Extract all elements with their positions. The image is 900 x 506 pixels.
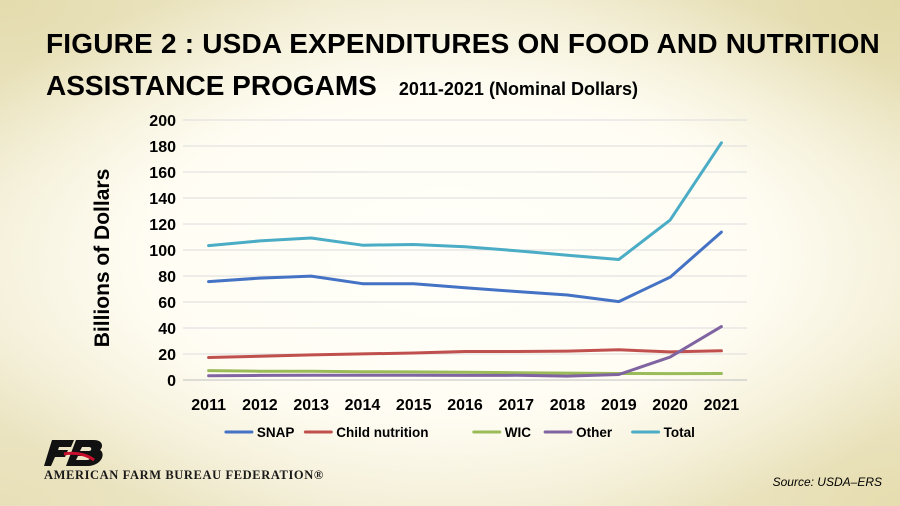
legend-label: WIC	[505, 425, 531, 440]
x-tick-label: 2013	[293, 397, 329, 414]
source-note: Source: USDA–ERS	[772, 475, 882, 489]
chart-title-line2-text: ASSISTANCE PROGAMS	[46, 70, 377, 101]
x-tick-label: 2021	[704, 397, 740, 414]
legend-label: SNAP	[257, 425, 295, 440]
organization-name: AMERICAN FARM BUREAU FEDERATION®	[44, 468, 324, 482]
y-tick-label: 60	[158, 295, 176, 312]
chart-title-line1: FIGURE 2 : USDA EXPENDITURES ON FOOD AND…	[46, 28, 880, 59]
legend-label: Child nutrition	[336, 425, 428, 440]
y-tick-label: 40	[158, 321, 176, 338]
x-tick-label: 2018	[550, 397, 586, 414]
y-tick-label: 180	[149, 139, 176, 156]
legend-label: Other	[576, 425, 613, 440]
series-line-total	[207, 141, 723, 261]
y-tick-label: 120	[149, 217, 176, 234]
x-tick-label: 2012	[242, 397, 278, 414]
series-line-wic	[207, 369, 723, 376]
legend-label: Total	[664, 425, 695, 440]
x-tick-label: 2016	[447, 397, 483, 414]
chart-title-line2: ASSISTANCE PROGAMS 2011-2021 (Nominal Dol…	[46, 70, 638, 102]
y-tick-label: 80	[158, 269, 176, 286]
y-tick-label: 100	[149, 243, 176, 260]
series-line-other	[207, 325, 723, 378]
series-line-child-nutrition	[207, 348, 723, 359]
x-tick-label: 2011	[191, 397, 226, 414]
y-tick-label: 140	[149, 191, 176, 208]
x-tick-label: 2014	[345, 397, 381, 414]
y-tick-label: 160	[149, 165, 176, 182]
series-line-snap	[207, 230, 723, 304]
x-tick-label: 2019	[601, 397, 637, 414]
x-tick-label: 2020	[652, 397, 688, 414]
chart-subtitle: 2011-2021 (Nominal Dollars)	[398, 79, 638, 99]
y-tick-label: 200	[149, 113, 176, 130]
y-tick-label: 20	[158, 347, 176, 364]
x-tick-label: 2015	[396, 397, 432, 414]
afbf-logo-icon	[44, 440, 103, 466]
x-tick-label: 2017	[498, 397, 534, 414]
y-tick-label: 0	[167, 373, 176, 390]
